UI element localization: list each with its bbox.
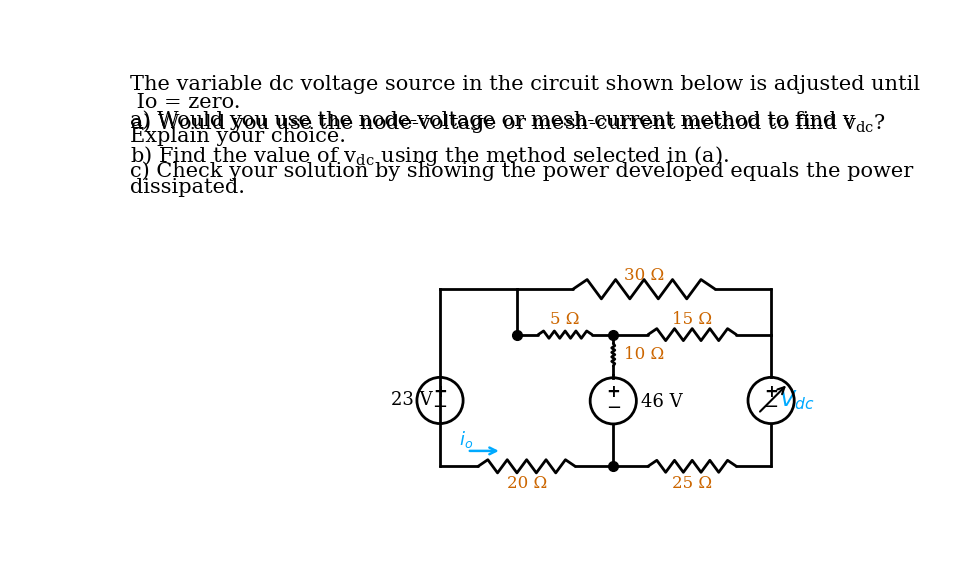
Text: 23 V: 23 V [391, 392, 432, 410]
Text: 25 Ω: 25 Ω [672, 475, 713, 492]
Text: $i_o$: $i_o$ [459, 429, 474, 450]
Text: +: + [764, 383, 778, 401]
Text: 10 Ω: 10 Ω [624, 346, 664, 363]
Text: +: + [433, 383, 447, 401]
Text: c) Check your solution by showing the power developed equals the power: c) Check your solution by showing the po… [131, 161, 914, 181]
Text: dissipated.: dissipated. [131, 178, 246, 197]
Text: −: − [605, 399, 621, 417]
Text: Explain your choice.: Explain your choice. [131, 128, 346, 147]
Text: 20 Ω: 20 Ω [507, 475, 547, 492]
Text: Io = zero.: Io = zero. [131, 93, 241, 112]
Text: 30 Ω: 30 Ω [624, 267, 664, 284]
Text: 5 Ω: 5 Ω [550, 311, 580, 328]
Text: a) Would you use the node-voltage or mesh-current method to find v: a) Would you use the node-voltage or mes… [131, 111, 855, 130]
Text: 46 V: 46 V [641, 393, 682, 411]
Text: a) Would you use the node-voltage or mesh-current method to find v$_{\mathregula: a) Would you use the node-voltage or mes… [131, 111, 886, 134]
Text: +: + [606, 383, 620, 401]
Text: 15 Ω: 15 Ω [672, 311, 713, 328]
Text: −: − [433, 398, 448, 416]
Text: $V_{dc}$: $V_{dc}$ [779, 389, 814, 413]
Text: The variable dc voltage source in the circuit shown below is adjusted until: The variable dc voltage source in the ci… [131, 75, 920, 94]
Text: −: − [763, 398, 779, 416]
Text: b) Find the value of v$_{\mathregular{dc}}$ using the method selected in (a).: b) Find the value of v$_{\mathregular{dc… [131, 144, 729, 169]
